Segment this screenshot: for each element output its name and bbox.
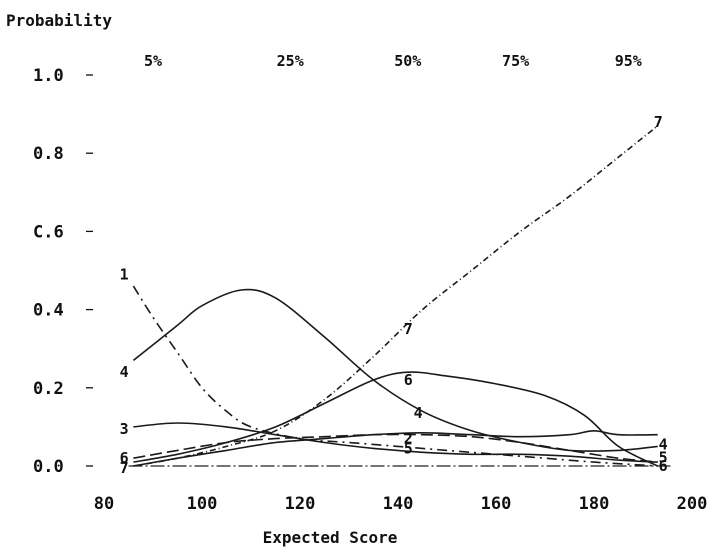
y-tick-label: C.6 (33, 222, 64, 242)
series-2-line (133, 433, 658, 463)
percentile-label: 95% (615, 52, 642, 70)
percentile-label: 50% (394, 52, 421, 70)
percentile-label: 75% (502, 52, 529, 70)
y-tick-label: 0.8 (33, 144, 64, 164)
series-3-label: 3 (120, 420, 129, 438)
series-1-line (132, 285, 658, 467)
series-7-line (133, 125, 659, 467)
y-tick-label: 1.0 (33, 66, 64, 86)
series-7-end-label: 7 (654, 113, 663, 131)
percentile-label: 5% (144, 52, 162, 70)
series-4-end-label: 4 (414, 404, 423, 422)
x-tick-label: 200 (677, 494, 708, 514)
y-tick-label: 0.0 (33, 457, 64, 477)
y-axis-title: Probability (6, 11, 112, 30)
series-1-label: 1 (120, 265, 129, 283)
series-4-label: 4 (120, 363, 129, 381)
series-4-line (132, 288, 658, 452)
series-5-line (133, 429, 658, 467)
series-5-end-label: 5 (659, 448, 668, 466)
series-6-end-label: 6 (120, 449, 129, 467)
x-tick-label: 140 (383, 494, 414, 514)
y-tick-label: 0.2 (33, 379, 64, 399)
series-3-line (133, 422, 658, 463)
series-6-label: 6 (404, 371, 413, 389)
series-7-label: 7 (404, 320, 413, 338)
y-tick-label: 0.4 (33, 301, 64, 321)
x-tick-label: 80 (94, 494, 114, 514)
x-tick-label: 180 (579, 494, 610, 514)
series-4-end-label: 4 (659, 435, 668, 453)
x-tick-label: 100 (187, 494, 218, 514)
axes: 0.0 0.2 0.4 C.6 0.8 1.0 80 100 120 140 160 180 200 5%… (33, 52, 707, 514)
x-axis-title: Expected Score (263, 528, 398, 547)
x-tick-label: 160 (481, 494, 512, 514)
series-6-end-label: 6 (659, 457, 668, 475)
series-5-label: 5 (404, 439, 413, 457)
curves (132, 125, 659, 467)
series-6-line (133, 371, 659, 467)
series-2-label: 2 (404, 430, 413, 448)
series-7-end-label: 7 (120, 459, 129, 477)
x-tick-label: 120 (285, 494, 316, 514)
percentile-label: 25% (277, 52, 304, 70)
